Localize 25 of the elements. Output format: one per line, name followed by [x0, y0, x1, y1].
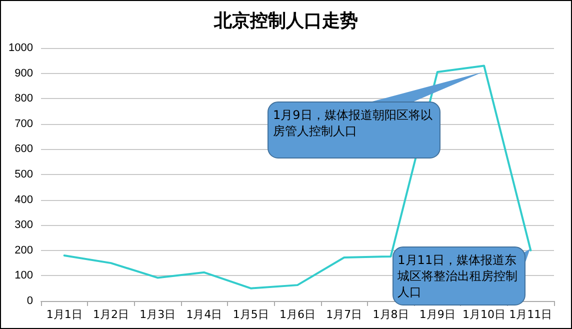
x-tick-label: 1月4日 — [186, 308, 222, 321]
x-tick-label: 1月1日 — [46, 308, 82, 321]
y-tick-label: 700 — [14, 118, 33, 130]
annotation: 1月11日，媒体报道东城区将整治出租房控制人口 — [398, 252, 519, 300]
y-tick-label: 600 — [14, 143, 33, 156]
x-tick-label: 1月11日 — [509, 308, 552, 321]
x-tick-label: 1月9日 — [419, 308, 456, 321]
y-tick-label: 200 — [14, 244, 33, 256]
x-tick-label: 1月3日 — [140, 308, 176, 321]
y-tick-label: 300 — [14, 219, 33, 232]
x-tick-label: 1月10日 — [462, 308, 506, 321]
x-tick-label: 1月8日 — [372, 308, 409, 321]
x-tick-label: 1月2日 — [92, 308, 129, 321]
y-tick-label: 400 — [14, 194, 33, 206]
x-tick-label: 1月6日 — [280, 308, 316, 321]
x-tick-label: 1月5日 — [232, 308, 269, 321]
chart-title: 北京控制人口走势 — [213, 10, 358, 32]
y-tick-label: 0 — [26, 295, 33, 307]
annotation: 1月9日，媒体报道朝阳区将以房管人控制人口 — [273, 107, 434, 140]
y-tick-label: 100 — [14, 270, 33, 282]
y-tick-label: 800 — [14, 92, 33, 105]
x-tick-label: 1月7日 — [326, 308, 362, 321]
y-tick-label: 900 — [14, 67, 33, 80]
y-tick-label: 500 — [14, 168, 33, 180]
y-tick-label: 1000 — [8, 42, 33, 54]
